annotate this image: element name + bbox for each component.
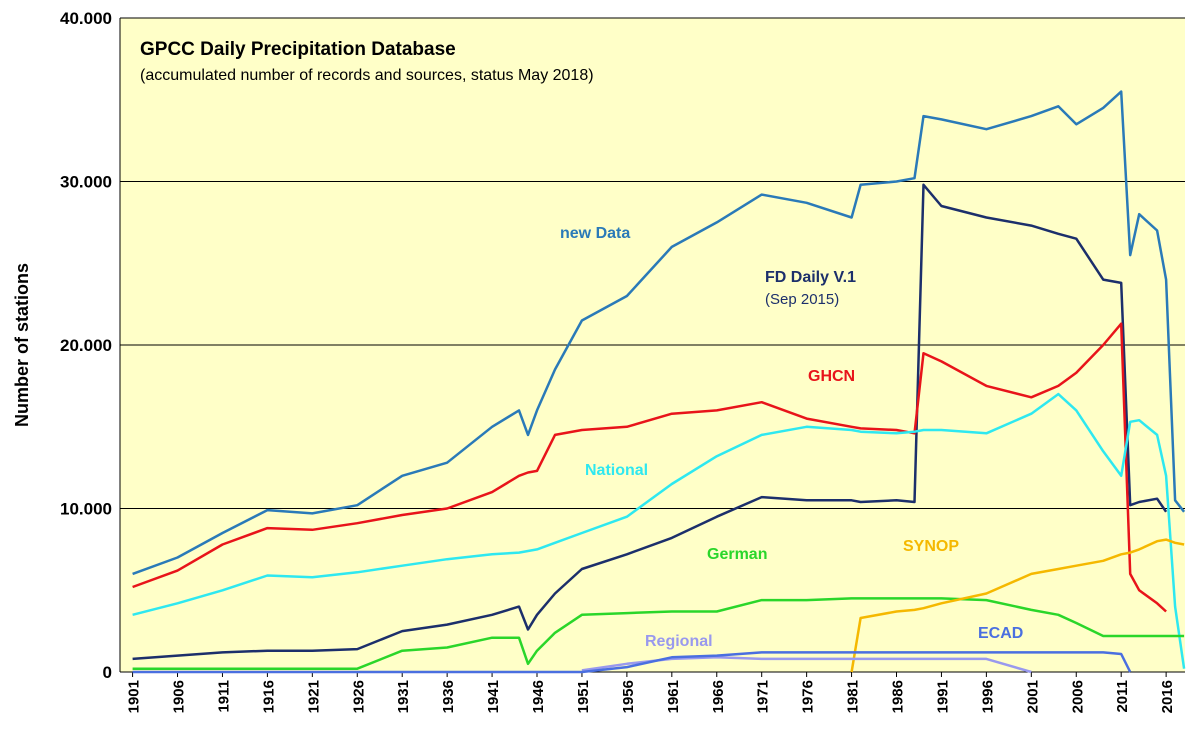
x-tick-label: 1931	[395, 680, 412, 713]
series-line	[132, 651, 1132, 674]
x-tick-label: 1996	[979, 680, 996, 713]
x-tick-label: 1921	[305, 680, 322, 713]
x-tick-label: 1916	[260, 680, 277, 713]
series-line	[132, 392, 1186, 669]
annotation: (Sep 2015)	[765, 291, 839, 308]
x-tick-label: 1911	[215, 680, 232, 713]
x-tick-label: 1901	[126, 680, 143, 713]
series-line	[132, 597, 1185, 670]
series-line	[132, 322, 1167, 613]
x-tick-label: 1946	[530, 680, 547, 713]
x-tick-label: 2016	[1159, 680, 1176, 713]
x-tick-label: 1986	[890, 680, 907, 713]
y-tick-label: 0	[103, 663, 112, 682]
series-label: German	[707, 546, 767, 563]
x-tick-label: 2001	[1024, 680, 1041, 713]
series-label: SYNOP	[903, 538, 959, 555]
y-tick-label: 30.000	[60, 173, 112, 192]
x-tick-label: 1941	[485, 680, 502, 713]
series-line	[132, 183, 1168, 661]
x-tick-label: 1951	[575, 680, 592, 713]
x-tick-label: 2011	[1114, 680, 1131, 713]
x-tick-label: 1971	[755, 680, 772, 713]
series-label: ECAD	[978, 625, 1023, 642]
y-tick-label: 20.000	[60, 336, 112, 355]
x-tick-label: 1926	[350, 680, 367, 713]
series-label: new Data	[560, 225, 630, 242]
y-axis-label: Number of stations	[12, 263, 32, 427]
x-tick-label: 1956	[620, 680, 637, 713]
series-label: GHCN	[808, 368, 855, 385]
series-label: FD Daily V.1	[765, 269, 856, 286]
series-label: Regional	[645, 633, 713, 650]
y-tick-label: 10.000	[60, 500, 112, 519]
x-tick-label: 1936	[440, 680, 457, 713]
series-line	[850, 538, 1185, 673]
series-line	[132, 90, 1186, 576]
chart-subtitle: (accumulated number of records and sourc…	[140, 67, 594, 84]
x-tick-label: 1906	[171, 680, 188, 713]
chart-title: GPCC Daily Precipitation Database	[140, 39, 456, 60]
x-tick-label: 1966	[710, 680, 727, 713]
series-label: National	[585, 462, 648, 479]
y-tick-label: 40.000	[60, 9, 112, 28]
x-tick-label: 1961	[665, 680, 682, 713]
x-tick-label: 1991	[934, 680, 951, 713]
series-line	[581, 656, 1032, 674]
x-tick-label: 2006	[1069, 680, 1086, 713]
x-tick-label: 1976	[800, 680, 817, 713]
x-tick-label: 1981	[845, 680, 862, 713]
